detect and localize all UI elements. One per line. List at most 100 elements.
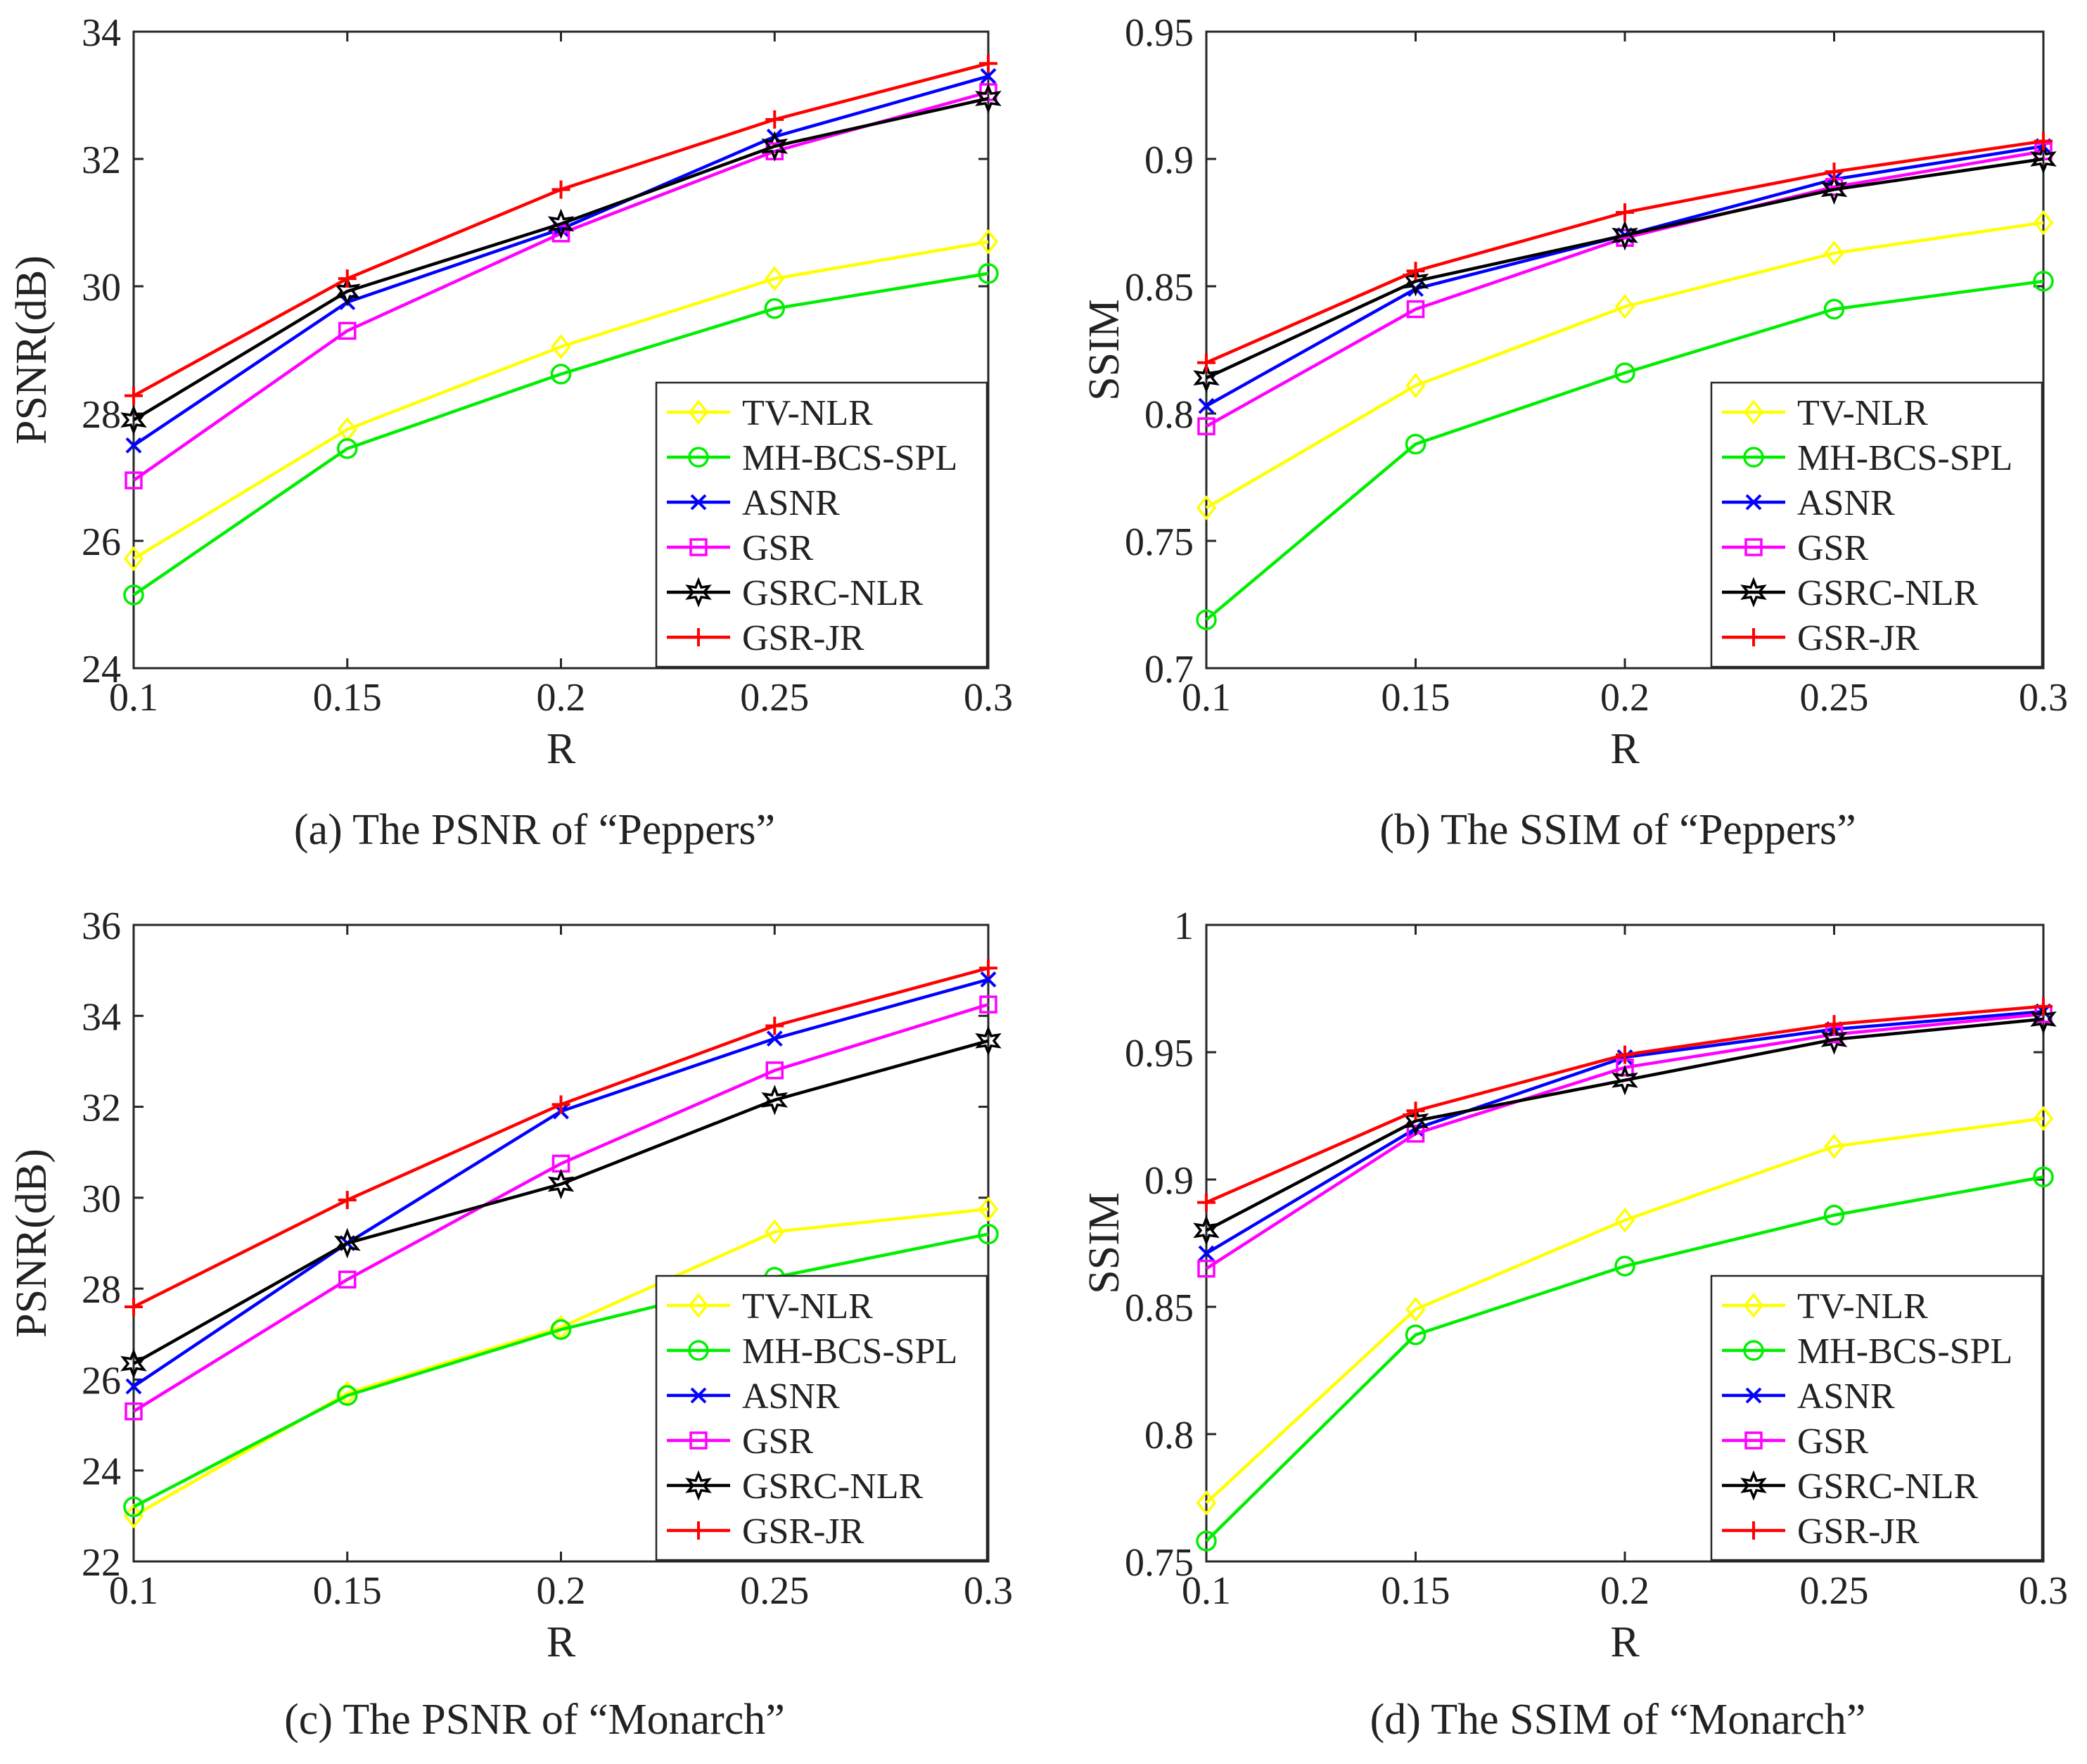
y-axis-label: PSNR(dB): [8, 1149, 56, 1338]
data-point-gsr-jr: [765, 1016, 784, 1035]
data-point-gsr: [765, 1061, 784, 1080]
legend-marker-gsr: [1744, 1431, 1763, 1450]
series-line-mh-bcs-spl: [132, 271, 989, 596]
y-tick-label: 0.75: [1125, 520, 1194, 564]
data-point-gsr-jr: [1616, 1045, 1634, 1064]
data-point-gsr: [1406, 1125, 1425, 1143]
data-point-gsr-jr: [125, 1298, 143, 1316]
data-point-gsr-jr: [1406, 1101, 1425, 1120]
data-point-gsr: [125, 471, 143, 490]
data-point-gsr-jr: [979, 959, 997, 978]
series-line-tv-nlr: [132, 240, 989, 561]
data-point-mh-bcs-spl: [2033, 271, 2054, 292]
series-mh-bcs-spl: [123, 263, 999, 606]
data-point-mh-bcs-spl: [337, 438, 358, 459]
data-point-gsr-jr: [1616, 203, 1634, 222]
data-point-gsr-jr: [979, 54, 997, 73]
y-axis-label: SSIM: [1080, 1192, 1128, 1294]
data-point-tv-nlr: [2033, 210, 2054, 236]
series-tv-nlr: [1196, 1106, 2054, 1516]
legend-label-tv-nlr: TV-NLR: [1797, 393, 1928, 433]
data-point-gsrc-nlr: [547, 208, 575, 240]
y-tick-label: 32: [82, 139, 121, 182]
y-tick-label: 0.8: [1144, 393, 1194, 437]
series-line-gsrc-nlr: [1206, 157, 2044, 380]
legend-marker-asnr: [690, 494, 707, 511]
panel-caption: (a) The PSNR of “Peppers”: [294, 806, 775, 854]
data-point-tv-nlr: [1824, 1134, 1844, 1159]
legend-box: [1710, 1274, 2043, 1561]
y-tick-label: 0.75: [1125, 1541, 1194, 1585]
y-tick-label: 30: [82, 1177, 121, 1221]
data-point-gsrc-nlr: [1611, 1065, 1638, 1096]
x-tick-label: 0.2: [537, 1569, 586, 1613]
series-gsr-jr: [1197, 997, 2053, 1212]
legend-label-gsr: GSR: [742, 1421, 813, 1462]
y-tick-label: 0.9: [1144, 1159, 1194, 1203]
x-axis-label: R: [1610, 725, 1640, 773]
data-point-gsrc-nlr: [975, 1025, 1002, 1056]
data-point-gsrc-nlr: [975, 83, 1002, 114]
data-point-tv-nlr: [1196, 495, 1217, 520]
chart-panel-3: 0.1 0.15 0.2 0.25 0.3 22 24 26 28 30 32 34 36 R PSNR(d…: [8, 905, 1013, 1744]
legend-label-gsr: GSR: [1797, 1421, 1868, 1462]
data-point-gsrc-nlr: [120, 404, 147, 435]
series-line-mh-bcs-spl: [1205, 1175, 2044, 1542]
series-line-gsrc-nlr: [132, 96, 989, 422]
legend-label-mh-bcs-spl: MH-BCS-SPL: [1797, 1331, 2012, 1372]
series-gsr: [1197, 142, 2053, 435]
x-tick-label: 0.1: [1182, 676, 1231, 720]
legend-label-asnr: ASNR: [1797, 483, 1895, 523]
data-point-gsrc-nlr: [1820, 1024, 1848, 1055]
data-point-gsr: [338, 1270, 357, 1289]
data-point-gsrc-nlr: [1820, 174, 1848, 205]
data-point-gsr-jr: [1197, 1193, 1215, 1212]
data-point-tv-nlr: [1405, 373, 1426, 398]
data-point-gsrc-nlr: [1193, 362, 1220, 394]
data-point-mh-bcs-spl: [2033, 1166, 2054, 1188]
data-point-gsrc-nlr: [2030, 143, 2057, 174]
x-tick-label: 0.15: [313, 1569, 382, 1613]
data-point-gsr-jr: [1197, 353, 1215, 372]
data-point-tv-nlr: [2033, 1106, 2054, 1131]
x-tick-label: 0.25: [1800, 676, 1869, 720]
series-line-gsrc-nlr: [1205, 1017, 2044, 1232]
chart-panel-2: 0.1 0.15 0.2 0.25 0.3 0.7 0.75 0.8 0.85 0.9 0.95 R S…: [1080, 11, 2068, 854]
x-tick-label: 0.1: [1182, 1569, 1231, 1613]
data-point-gsr: [979, 995, 997, 1014]
y-tick-label: 0.85: [1125, 266, 1194, 309]
legend-marker-gsrc-nlr: [1740, 1470, 1767, 1501]
data-point-tv-nlr: [551, 334, 571, 359]
data-point-gsr: [125, 1402, 143, 1421]
data-point-gsr-jr: [2034, 997, 2053, 1016]
data-point-mh-bcs-spl: [764, 298, 785, 319]
legend-marker-asnr: [690, 1387, 707, 1404]
legend-marker-gsr-jr: [689, 1521, 708, 1540]
series-line-gsr: [1205, 149, 2044, 428]
x-tick-label: 0.15: [313, 676, 382, 720]
legend-label-gsr-jr: GSR-JR: [742, 618, 864, 658]
legend-label-mh-bcs-spl: MH-BCS-SPL: [1797, 438, 2012, 478]
legend-marker-gsr: [689, 538, 708, 556]
y-tick-label: 28: [82, 393, 121, 437]
legend-marker-gsr-jr: [689, 628, 708, 646]
data-point-asnr: [1198, 1245, 1215, 1262]
data-point-tv-nlr: [1196, 1490, 1217, 1516]
legend-marker-mh-bcs-spl: [1743, 447, 1764, 468]
x-tick-label: 0.2: [537, 676, 586, 720]
x-tick-label: 0.1: [109, 676, 158, 720]
x-tick-label: 0.15: [1381, 1569, 1450, 1613]
data-point-mh-bcs-spl: [1196, 1530, 1217, 1552]
legend-marker-tv-nlr: [1743, 1293, 1764, 1318]
data-point-tv-nlr: [765, 266, 785, 291]
data-point-asnr: [980, 971, 997, 988]
y-axis-label: SSIM: [1080, 299, 1128, 401]
data-point-tv-nlr: [1405, 1296, 1426, 1322]
y-tick-label: 0.9: [1144, 139, 1194, 182]
legend-label-gsrc-nlr: GSRC-NLR: [1797, 1466, 1978, 1507]
series-line-tv-nlr: [1205, 221, 2044, 509]
